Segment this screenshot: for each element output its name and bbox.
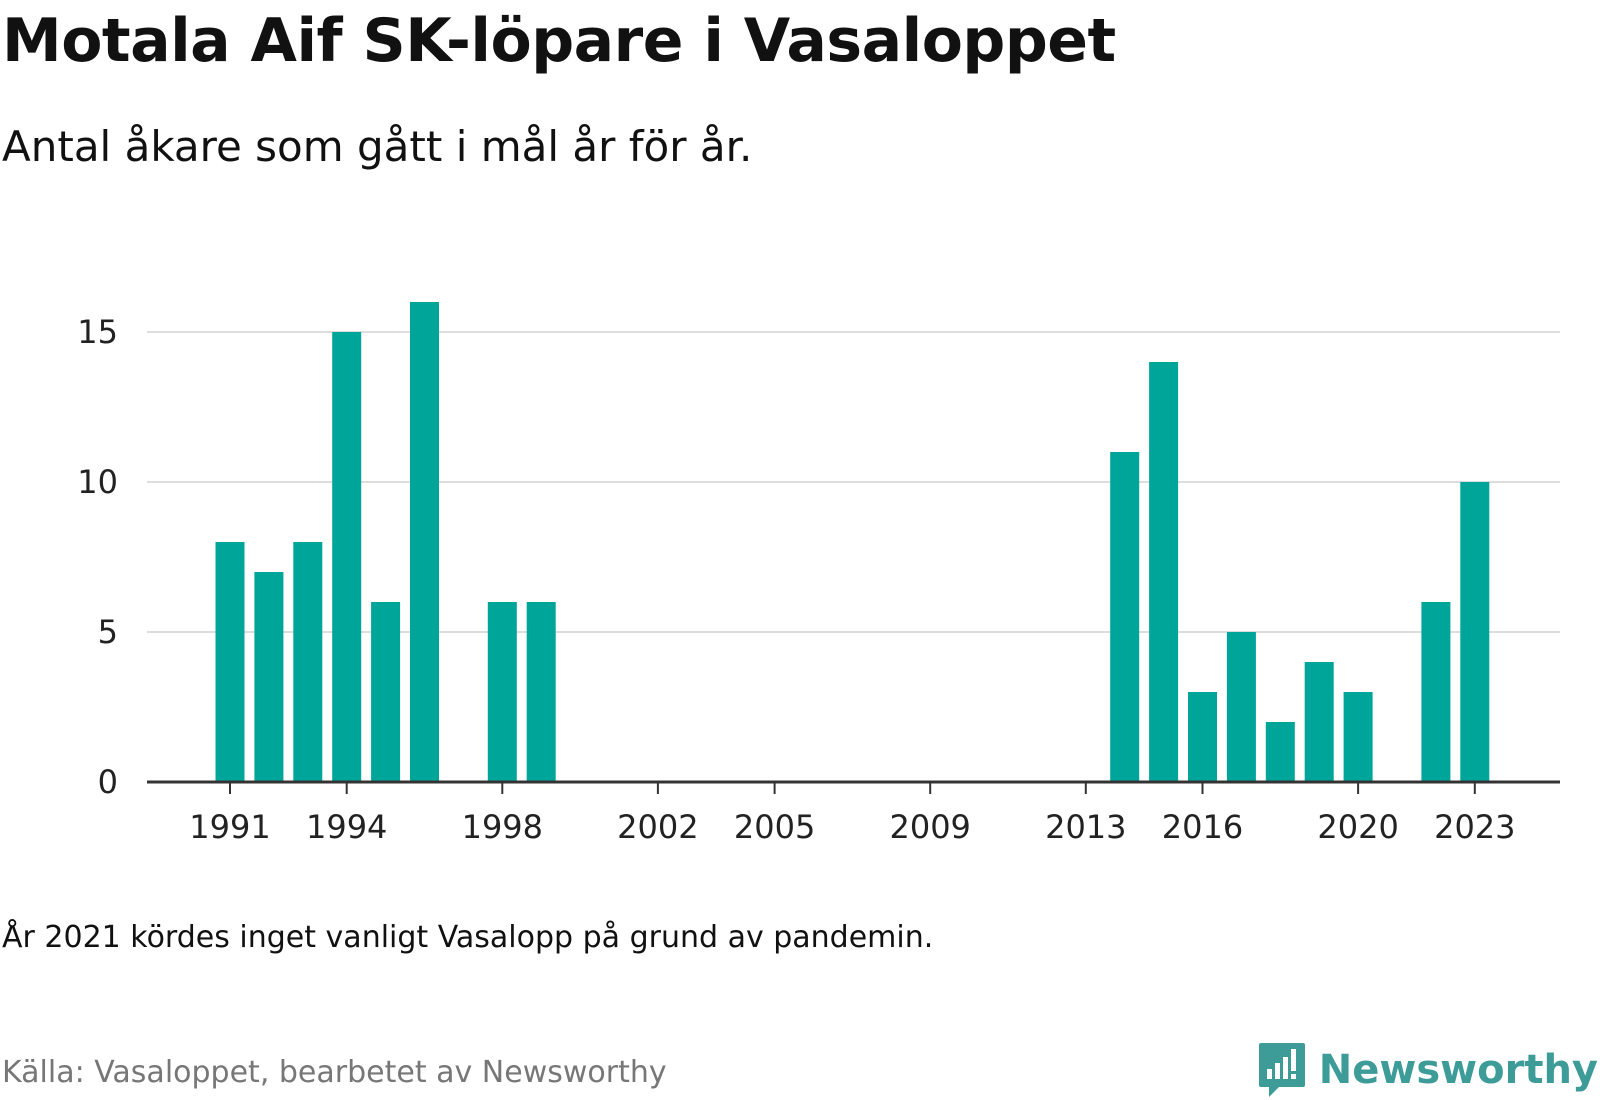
y-tick-label: 15 — [77, 313, 118, 351]
bar-2014 — [1110, 452, 1140, 782]
bar-chart: 0 5 10 15 1991 1994 1998 2002 2005 2009 2013 2016 20… — [77, 302, 1560, 846]
chart-subtitle: Antal åkare som gått i mål år för år. — [2, 122, 753, 171]
bar-2023 — [1460, 482, 1490, 782]
bar-2015 — [1149, 362, 1179, 782]
bar-1992 — [254, 572, 284, 782]
bar-2020 — [1343, 692, 1373, 782]
x-tick-label: 2009 — [889, 808, 970, 846]
bar-1995 — [371, 602, 401, 782]
bar-1994 — [332, 332, 362, 782]
bar-2017 — [1226, 632, 1256, 782]
x-tick-label: 1994 — [306, 808, 387, 846]
brand-name: Newsworthy — [1318, 1047, 1598, 1093]
y-tick-label: 0 — [98, 763, 118, 801]
x-tick-label: 2020 — [1317, 808, 1398, 846]
y-tick-label: 5 — [98, 613, 118, 651]
bar-1991 — [215, 542, 245, 782]
bar-2022 — [1421, 602, 1451, 782]
bar-2016 — [1188, 692, 1217, 782]
bar-2018 — [1265, 722, 1295, 782]
x-tick-label: 2002 — [617, 808, 698, 846]
x-tick-label: 2016 — [1162, 808, 1243, 846]
x-tick-label: 2023 — [1434, 808, 1515, 846]
x-tick-label: 2013 — [1045, 808, 1126, 846]
x-tick-label: 2005 — [734, 808, 815, 846]
chart-source: Källa: Vasaloppet, bearbetet av Newswort… — [2, 1055, 667, 1090]
chart-title: Motala Aif SK-löpare i Vasaloppet — [2, 6, 1116, 76]
chart-note: År 2021 kördes inget vanligt Vasalopp på… — [2, 920, 934, 955]
axes: 0 5 10 15 1991 1994 1998 2002 2005 2009 2013 2016 20… — [77, 313, 1560, 846]
brand-logo: Newsworthy — [1257, 1040, 1598, 1100]
bar-1998 — [487, 602, 517, 782]
bars — [215, 302, 1490, 782]
newsworthy-logo-icon — [1258, 1043, 1305, 1097]
bar-1999 — [526, 602, 556, 782]
x-tick-label: 1991 — [189, 808, 270, 846]
y-tick-label: 10 — [77, 463, 118, 501]
bar-1993 — [293, 542, 323, 782]
bar-2019 — [1304, 662, 1334, 782]
x-tick-label: 1998 — [462, 808, 543, 846]
bar-1996 — [410, 302, 439, 782]
